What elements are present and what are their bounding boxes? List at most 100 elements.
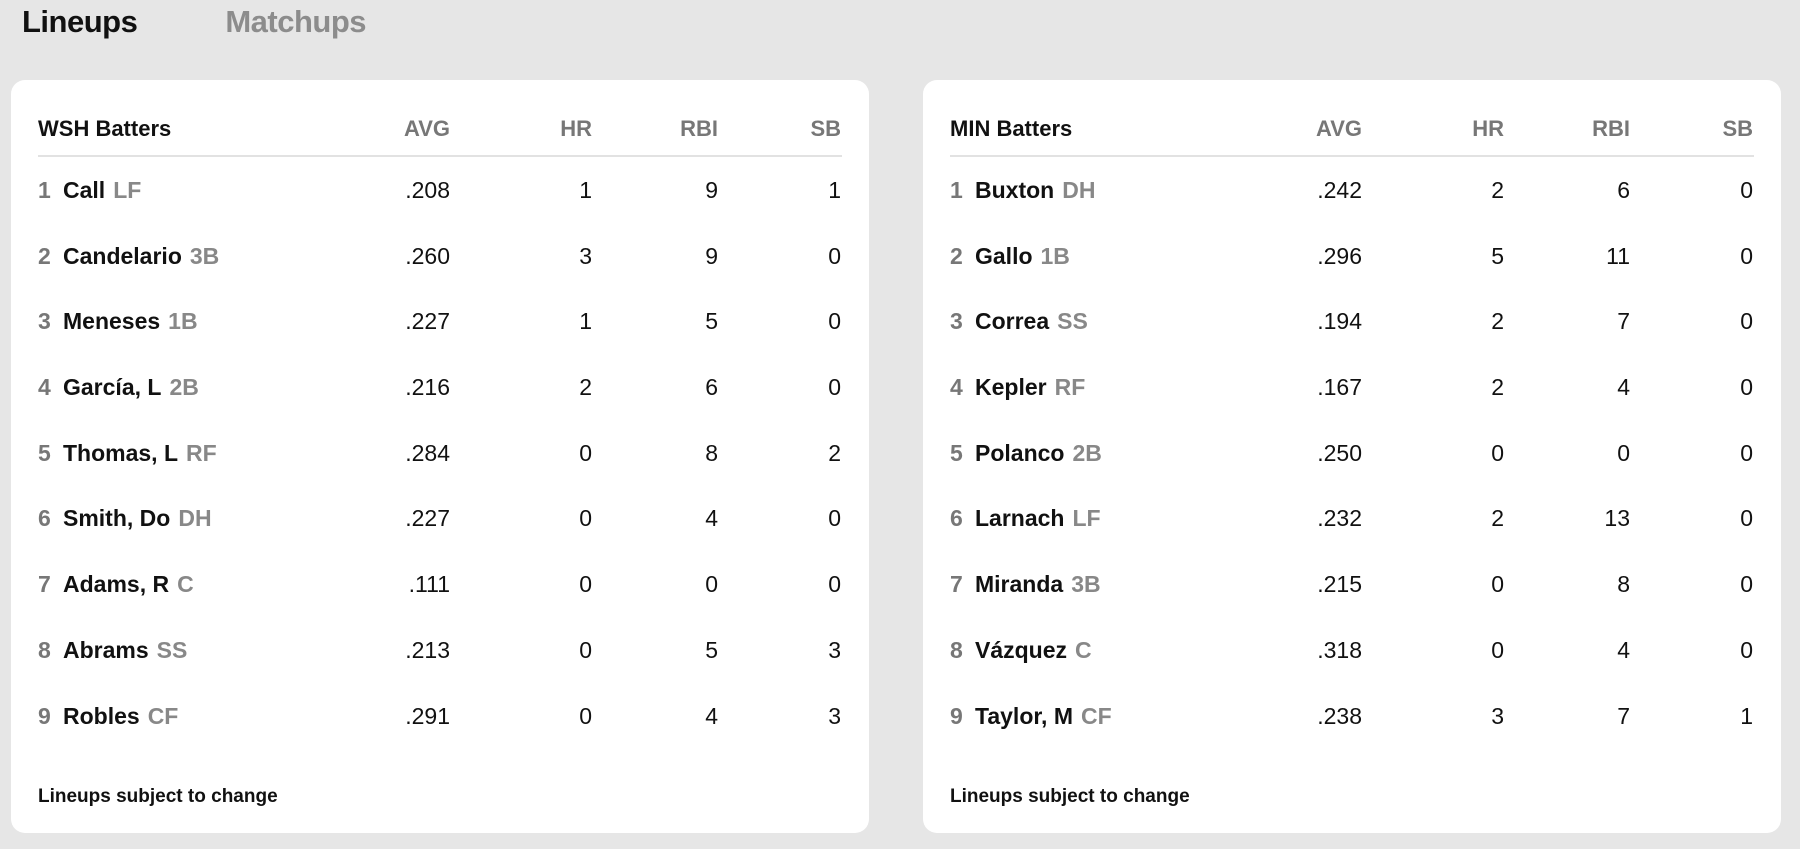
batter-name[interactable]: Correa <box>975 308 1050 335</box>
stat-hr: 0 <box>1491 571 1504 598</box>
batter-name[interactable]: Kepler <box>975 374 1047 401</box>
batting-order: 2 <box>38 242 51 269</box>
stat-hr: 0 <box>579 571 592 598</box>
batter-name-cell: Taylor, M CF <box>975 703 1112 730</box>
batter-position: LF <box>113 177 142 203</box>
stat-sb: 0 <box>1740 439 1753 466</box>
column-header-hr: HR <box>560 116 592 141</box>
stat-sb: 0 <box>828 242 841 269</box>
batter-row[interactable]: 8 Vázquez C .318 0 4 0 <box>950 617 1754 683</box>
batter-row[interactable]: 1 Call LF .208 1 9 1 <box>38 157 842 223</box>
stat-sb: 0 <box>828 374 841 401</box>
batter-name-cell: García, L 2B <box>63 374 199 401</box>
stat-avg: .167 <box>1317 374 1362 401</box>
batter-row[interactable]: 2 Candelario 3B .260 3 9 0 <box>38 223 842 289</box>
stat-avg: .215 <box>1317 571 1362 598</box>
stat-avg: .284 <box>405 439 450 466</box>
stat-sb: 0 <box>1740 242 1753 269</box>
batter-row[interactable]: 5 Polanco 2B .250 0 0 0 <box>950 420 1754 486</box>
stat-sb: 3 <box>828 636 841 663</box>
stat-sb: 3 <box>828 702 841 729</box>
stat-hr: 0 <box>579 636 592 663</box>
stat-hr: 2 <box>1491 374 1504 401</box>
batter-position: RF <box>1054 374 1086 401</box>
column-header-hr: HR <box>1472 116 1504 141</box>
batter-row[interactable]: 4 Kepler RF .167 2 4 0 <box>950 354 1754 420</box>
batter-row[interactable]: 6 Larnach LF .232 2 13 0 <box>950 485 1754 551</box>
stat-hr: 0 <box>1491 636 1504 663</box>
batter-name[interactable]: Larnach <box>975 505 1065 532</box>
stat-sb: 0 <box>1740 308 1753 335</box>
batting-order: 1 <box>950 177 963 203</box>
batter-name-cell: Candelario 3B <box>63 243 219 270</box>
batter-name[interactable]: Smith, Do <box>63 505 171 532</box>
tab-bar: Lineups Matchups <box>22 0 367 44</box>
stat-hr: 2 <box>579 374 592 401</box>
stat-hr: 3 <box>579 242 592 269</box>
batter-row[interactable]: 2 Gallo 1B .296 5 11 0 <box>950 223 1754 289</box>
stat-rbi: 4 <box>705 505 718 532</box>
batter-name[interactable]: Adams, R <box>63 571 170 598</box>
batter-row[interactable]: 7 Miranda 3B .215 0 8 0 <box>950 551 1754 617</box>
stat-avg: .232 <box>1317 505 1362 532</box>
stat-rbi: 7 <box>1617 702 1630 729</box>
stat-rbi: 13 <box>1604 505 1630 532</box>
batter-row[interactable]: 1 Buxton DH .242 2 6 0 <box>950 157 1754 223</box>
batter-position: 3B <box>189 242 220 269</box>
batter-row[interactable]: 8 Abrams SS .213 0 5 3 <box>38 617 842 683</box>
batting-order: 6 <box>38 505 51 532</box>
stat-rbi: 0 <box>1617 439 1630 466</box>
batter-name[interactable]: Abrams <box>63 636 149 663</box>
column-header-avg: AVG <box>1315 116 1362 141</box>
stat-avg: .318 <box>1317 636 1362 663</box>
stat-hr: 3 <box>1491 702 1504 729</box>
batter-name[interactable]: Buxton <box>975 177 1055 203</box>
batter-row[interactable]: 5 Thomas, L RF .284 0 8 2 <box>38 420 842 486</box>
stat-avg: .216 <box>405 374 450 401</box>
stat-hr: 2 <box>1491 308 1504 335</box>
batter-name-cell: Robles CF <box>63 703 178 730</box>
batter-row[interactable]: 9 Robles CF .291 0 4 3 <box>38 683 842 749</box>
batter-name[interactable]: Candelario <box>63 242 182 269</box>
batter-name[interactable]: Polanco <box>975 439 1065 466</box>
batter-row[interactable]: 7 Adams, R C .111 0 0 0 <box>38 551 842 617</box>
stat-avg: .194 <box>1317 308 1362 335</box>
stat-hr: 0 <box>579 439 592 466</box>
batter-name[interactable]: García, L <box>63 374 162 401</box>
batter-position: C <box>177 571 194 598</box>
batter-row[interactable]: 6 Smith, Do DH .227 0 4 0 <box>38 485 842 551</box>
batter-position: CF <box>1081 702 1112 729</box>
batter-name[interactable]: Meneses <box>63 308 161 335</box>
batting-order: 9 <box>38 702 51 729</box>
batter-name[interactable]: Miranda <box>975 571 1064 598</box>
batter-row[interactable]: 3 Meneses 1B .227 1 5 0 <box>38 288 842 354</box>
column-header-sb: SB <box>1722 116 1753 141</box>
batter-name[interactable]: Thomas, L <box>63 439 179 466</box>
batter-name-cell: Abrams SS <box>63 637 187 664</box>
batting-order: 7 <box>950 571 963 598</box>
batter-name-cell: Polanco 2B <box>975 440 1102 467</box>
stat-hr: 5 <box>1491 242 1504 269</box>
batter-name[interactable]: Taylor, M <box>975 702 1073 729</box>
stat-avg: .250 <box>1317 439 1362 466</box>
stat-hr: 0 <box>579 505 592 532</box>
tab-matchups[interactable]: Matchups <box>225 4 367 39</box>
batter-name[interactable]: Call <box>63 177 106 203</box>
tab-lineups[interactable]: Lineups <box>22 4 138 39</box>
batter-name[interactable]: Gallo <box>975 242 1033 269</box>
batter-row[interactable]: 3 Correa SS .194 2 7 0 <box>950 288 1754 354</box>
batting-order: 3 <box>950 308 963 335</box>
batting-order: 4 <box>950 374 963 401</box>
batter-name[interactable]: Robles <box>63 702 140 729</box>
batter-name-cell: Gallo 1B <box>975 243 1070 270</box>
wsh-lineup-card: WSH Batters AVG HR RBI SB 1 Call LF .208 1 9 1… <box>11 80 869 833</box>
stat-sb: 0 <box>828 571 841 598</box>
stat-sb: 0 <box>1740 374 1753 401</box>
batter-name[interactable]: Vázquez <box>975 636 1068 663</box>
batting-order: 8 <box>950 636 963 663</box>
stat-avg: .208 <box>405 177 450 203</box>
batter-row[interactable]: 4 García, L 2B .216 2 6 0 <box>38 354 842 420</box>
column-header-rbi: RBI <box>680 116 718 141</box>
stat-sb: 0 <box>1740 636 1753 663</box>
batter-row[interactable]: 9 Taylor, M CF .238 3 7 1 <box>950 683 1754 749</box>
